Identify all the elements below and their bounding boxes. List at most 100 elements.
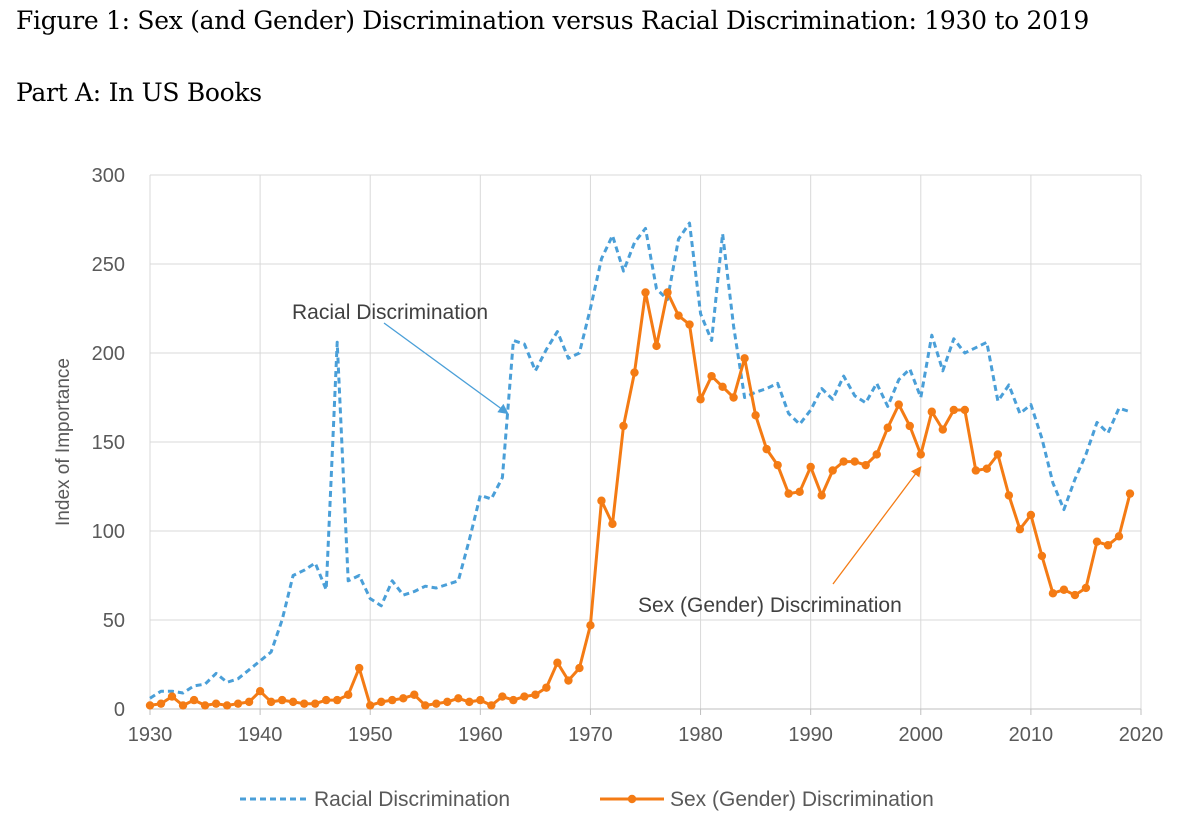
data-point [916,450,925,459]
y-tick-label: 250 [92,254,125,276]
figure-subtitle: Part A: In US Books [16,78,262,107]
data-point [894,400,903,409]
data-point [421,701,430,710]
x-tick-label: 1930 [128,724,173,746]
figure-title: Figure 1: Sex (and Gender) Discriminatio… [16,6,1089,35]
data-point [321,695,331,705]
data-point [806,462,815,472]
data-point [861,460,870,470]
data-point [1004,491,1014,500]
annotation-arrow [832,466,922,585]
data-point [1070,590,1080,600]
data-point [487,701,496,710]
data-point [299,699,309,708]
data-point [1037,551,1047,561]
data-point [355,663,364,673]
data-point [189,695,199,705]
data-point [498,692,507,701]
data-point [872,450,881,459]
x-tick-label: 1960 [458,724,503,746]
data-point [388,695,397,705]
legend-marker [627,794,637,804]
data-point [377,697,386,707]
y-tick-label: 100 [92,521,125,543]
data-point [630,368,639,377]
data-point [553,658,562,667]
data-point [1081,583,1091,593]
data-point [718,382,727,392]
data-point [310,699,320,708]
data-point [784,489,793,498]
y-tick-label: 150 [92,432,125,454]
data-point [1026,510,1036,520]
data-point [332,695,342,705]
data-point [399,694,408,703]
data-point [1048,589,1058,598]
data-point [178,701,188,710]
data-point [619,421,628,431]
data-point [971,466,981,475]
data-point [608,519,617,529]
data-point [575,663,584,673]
gridlines [149,174,1142,709]
data-point [244,697,254,707]
data-point [850,457,859,466]
data-point [993,450,1003,459]
data-point [949,405,959,415]
data-point [443,697,452,707]
x-tick-label: 1970 [568,724,613,746]
series-lines [145,221,1135,710]
y-axis-title: Index of Importance [53,358,74,526]
data-point [883,423,892,432]
data-point [663,288,672,297]
data-point [751,411,760,420]
data-point [729,393,738,402]
data-point [410,690,419,699]
data-point [740,354,749,363]
data-point [200,701,210,710]
data-point [542,683,551,692]
data-point [145,701,155,710]
data-point [277,695,287,705]
data-point [432,699,441,708]
data-point [222,701,232,710]
annotation-arrow [383,322,509,415]
y-tick-label: 50 [103,610,125,632]
data-point [366,701,375,710]
annotation-label: Racial Discrimination [292,301,488,324]
data-point [167,692,177,701]
x-tick-label: 2000 [899,724,944,746]
data-point [156,699,166,708]
legend-label: Racial Discrimination [314,788,510,811]
data-point [773,460,782,470]
data-point [266,697,276,707]
data-point [255,687,265,696]
series-line-sex-gender-discrimination [149,291,1132,707]
y-tick-label: 300 [92,165,125,187]
axes: 1930 1940 1950 1960 1970 1980 1990 2000 2010 2020… [53,165,1163,746]
data-point [564,676,573,685]
data-point [839,457,848,466]
data-point [795,487,804,497]
data-point [817,491,826,500]
legend-label: Sex (Gender) Discrimination [670,788,934,811]
data-point [520,692,529,701]
y-tick-label: 200 [92,343,125,365]
data-point [685,320,694,329]
data-point [1103,541,1113,550]
x-tick-label: 1950 [348,724,393,746]
data-point [465,697,474,707]
x-tick-label: 2010 [1009,724,1054,746]
data-point [476,695,485,705]
data-point [597,496,606,505]
x-tick-label: 2020 [1119,724,1164,746]
data-point [1125,489,1135,498]
data-point [531,690,540,699]
data-point [509,695,518,705]
data-point [674,311,683,320]
data-point [344,690,353,699]
data-point [982,464,992,473]
data-point [1114,532,1124,541]
data-point [641,288,650,297]
